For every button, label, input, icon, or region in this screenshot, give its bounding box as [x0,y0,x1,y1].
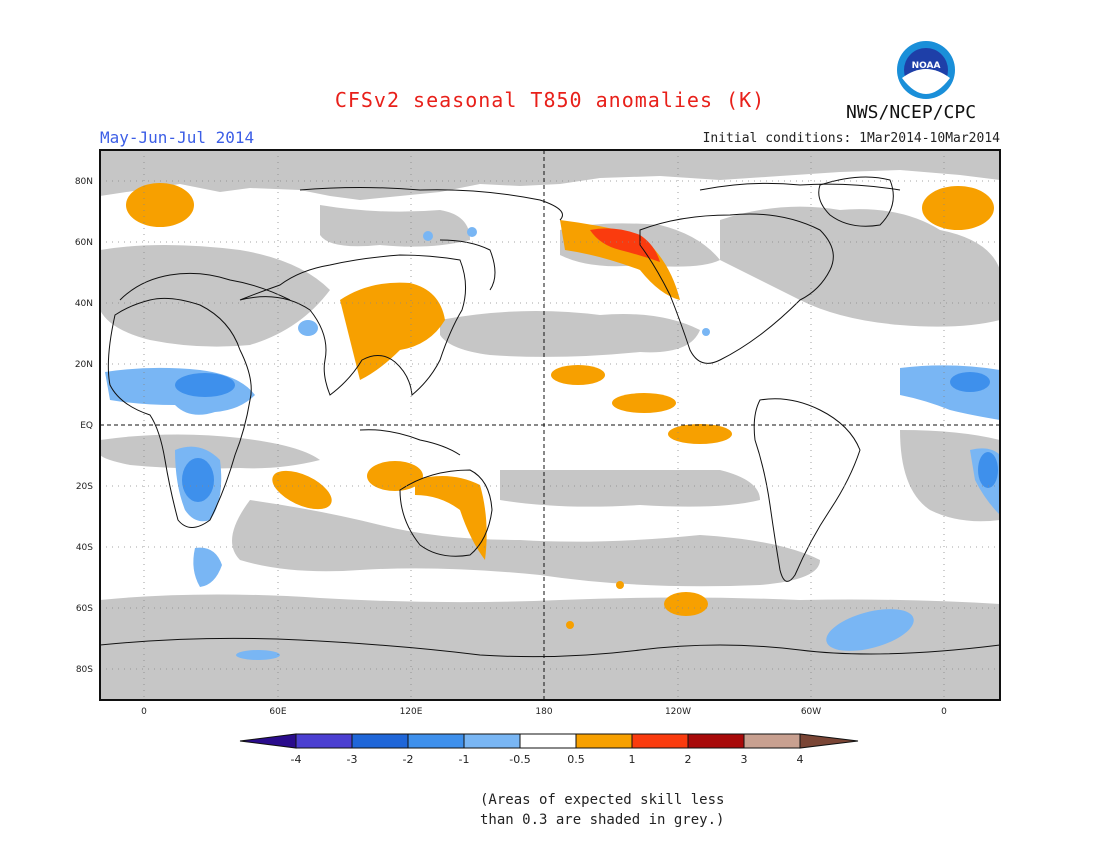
lat-label: 60N [75,238,93,248]
lon-label: 60E [269,707,286,717]
low-skill-shading [100,150,1000,700]
colorbar-segment [631,733,689,749]
latitude-labels: 80N 60N 40N 20N EQ 20S 40S 60S 80S [75,177,93,675]
lon-label: 0 [141,707,147,717]
colorbar-segment [575,733,633,749]
colorbar-label: -0.5 [509,753,530,766]
colorbar-label: 3 [741,753,748,766]
colorbar-labels: -4 -3 -2 -1 -0.5 0.5 1 2 3 4 [291,753,804,766]
colorbar-lower-arrow [239,733,297,749]
colorbar-segment [463,733,521,749]
longitude-labels: 0 60E 120E 180 120W 60W 0 [141,707,947,717]
colorbar-label: -2 [403,753,414,766]
gridlines [100,150,1000,700]
colorbar-segment [743,733,801,749]
noaa-logo: NOAA [897,41,955,99]
footnote-line-1: (Areas of expected skill less [480,792,725,808]
map-frame [99,149,1001,701]
colorbar-label: 4 [797,753,804,766]
initial-conditions: Initial conditions: 1Mar2014-10Mar2014 [702,131,1000,146]
positive-anomaly-shading [126,183,994,629]
lon-label: 0 [941,707,947,717]
colorbar-upper-arrow [799,733,859,749]
lat-label: EQ [80,421,93,431]
lon-label: 60W [801,707,821,717]
lon-label: 120E [400,707,423,717]
season-period: May-Jun-Jul 2014 [100,128,255,147]
footnote-line-2: than 0.3 are shaded in grey.) [480,812,725,828]
colorbar [239,733,859,749]
map-title: CFSv2 seasonal T850 anomalies (K) [334,88,766,112]
lat-label: 20N [75,360,93,370]
colorbar-segment [407,733,465,749]
colorbar-label: 1 [629,753,636,766]
colorbar-segment [519,733,577,749]
moderate-negative-shading [175,372,998,502]
strong-positive-shading [590,228,660,262]
skill-footnote: (Areas of expected skill less than 0.3 a… [480,790,724,830]
agency-label: NWS/NCEP/CPC [846,102,977,123]
colorbar-label: 0.5 [567,753,585,766]
lat-label: 40S [76,543,93,553]
lon-label: 120W [665,707,691,717]
colorbar-label: -4 [291,753,302,766]
colorbar-segment [687,733,745,749]
colorbar-label: 2 [685,753,692,766]
lon-label: 180 [535,707,552,717]
lat-label: 60S [76,604,93,614]
colorbar-segment [295,733,353,749]
noaa-logo-text: NOAA [912,61,941,71]
colorbar-label: -3 [347,753,358,766]
coastlines [99,176,1001,658]
lat-label: 80S [76,665,93,675]
lat-label: 40N [75,299,93,309]
colorbar-segment [351,733,409,749]
lat-label: 20S [76,482,93,492]
lat-label: 80N [75,177,93,187]
colorbar-label: -1 [459,753,470,766]
equator-and-dateline [100,150,1000,700]
